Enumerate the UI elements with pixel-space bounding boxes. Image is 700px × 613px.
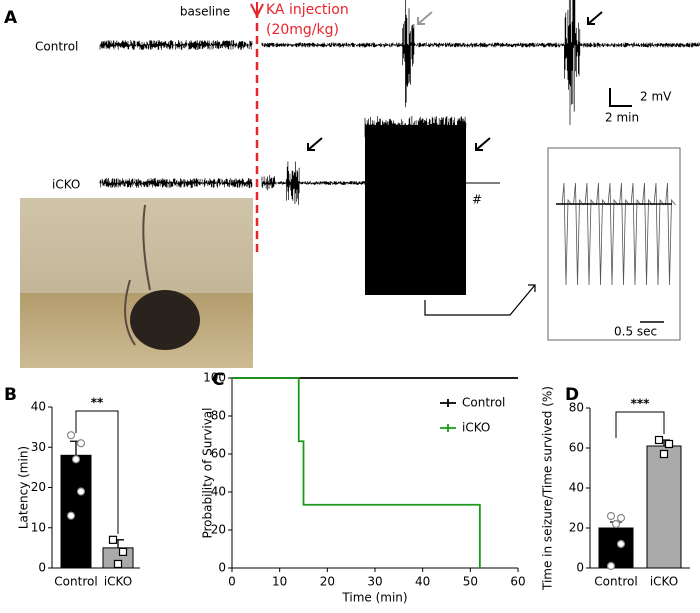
data-point (664, 439, 674, 449)
y-tick-label: 0 (576, 561, 584, 575)
mouse (130, 290, 200, 350)
data-point (616, 513, 626, 523)
y-axis-label: Time in seizure/Time survived (%) (541, 386, 555, 591)
bar (598, 527, 634, 569)
data-point (66, 431, 76, 440)
y-axis-label: Probability of Survival (201, 407, 215, 538)
legend-label: iCKO (462, 421, 490, 435)
x-tick-label: 0 (228, 575, 236, 589)
death-mark: # (472, 193, 482, 207)
x-tick-label: iCKO (650, 575, 678, 589)
x-tick-label: 40 (415, 575, 430, 589)
y-tick-label: 40 (211, 485, 226, 499)
trace (99, 40, 253, 50)
scale-bar (609, 88, 632, 107)
baseline-label: baseline (180, 5, 230, 19)
y-tick-label: 60 (211, 447, 226, 461)
eeg-traces (99, 0, 700, 295)
y-tick-label: 30 (31, 440, 46, 454)
y-tick-label: 40 (569, 481, 584, 495)
survival-line (232, 377, 481, 568)
data-point (76, 487, 86, 496)
y-axis-label: Latency (min) (17, 446, 31, 529)
trace (364, 116, 467, 140)
bar (60, 454, 92, 569)
data-point (654, 435, 664, 445)
y-tick-label: 100 (203, 371, 226, 385)
x-tick-label: 30 (367, 575, 382, 589)
zoom-connector (424, 284, 536, 316)
data-point (659, 449, 669, 459)
y-tick-label: 80 (211, 409, 226, 423)
panel-label: C (212, 370, 224, 390)
significance-bracket (615, 411, 665, 438)
arrow (475, 137, 491, 151)
x-tick-label: Control (54, 575, 97, 589)
photo-wall (20, 198, 253, 293)
seizure-block (365, 125, 466, 295)
y-tick-label: 10 (31, 520, 46, 534)
trace-label: iCKO (52, 178, 80, 192)
trace-label: Control (35, 40, 78, 54)
y-tick-label: 80 (569, 401, 584, 415)
inset-scale-label: 0.5 sec (614, 325, 657, 339)
injection-arrow (250, 2, 264, 19)
dose-label: (20mg/kg) (266, 22, 339, 38)
significance-label: *** (631, 397, 651, 411)
cable (124, 204, 151, 346)
scale-label: 2 min (605, 111, 639, 125)
data-point (71, 455, 81, 464)
arrow (417, 11, 433, 25)
y-tick-label: 60 (569, 441, 584, 455)
significance-bracket (75, 410, 119, 534)
panel-label: A (4, 8, 18, 28)
inset-trace (561, 182, 676, 286)
x-tick-label: Control (594, 575, 637, 589)
data-point (76, 439, 86, 448)
y-tick-label: 40 (31, 400, 46, 414)
y-tick-label: 0 (38, 561, 46, 575)
x-tick-label: 50 (463, 575, 478, 589)
y-tick-label: 0 (218, 561, 226, 575)
scale-label: 2 mV (640, 90, 672, 104)
legend-swatch (440, 424, 456, 432)
injection-label: KA injection (266, 2, 349, 18)
legend-swatch (440, 399, 456, 407)
x-tick-label: 10 (272, 575, 287, 589)
trace (261, 161, 366, 205)
arrow (587, 11, 603, 25)
significance-label: ** (91, 396, 104, 410)
panel-label: B (4, 385, 17, 405)
data-point (66, 511, 76, 520)
x-tick-label: 20 (320, 575, 335, 589)
data-point (606, 511, 616, 521)
x-tick-label: iCKO (104, 575, 132, 589)
legend-label: Control (462, 396, 505, 410)
y-tick-label: 20 (569, 521, 584, 535)
panel-label: D (565, 385, 579, 405)
y-tick-label: 20 (211, 523, 226, 537)
trace (99, 178, 253, 188)
data-point (606, 561, 616, 571)
data-point (611, 519, 621, 529)
data-point (118, 547, 128, 557)
trace (261, 0, 700, 125)
data-point (108, 535, 118, 544)
bar (646, 445, 682, 569)
data-point (616, 539, 626, 549)
arrow (307, 137, 323, 151)
y-tick-label: 20 (31, 480, 46, 494)
inset-box (547, 147, 681, 341)
data-point (113, 559, 123, 569)
x-tick-label: 60 (510, 575, 525, 589)
x-axis-label: Time (min) (341, 591, 407, 605)
